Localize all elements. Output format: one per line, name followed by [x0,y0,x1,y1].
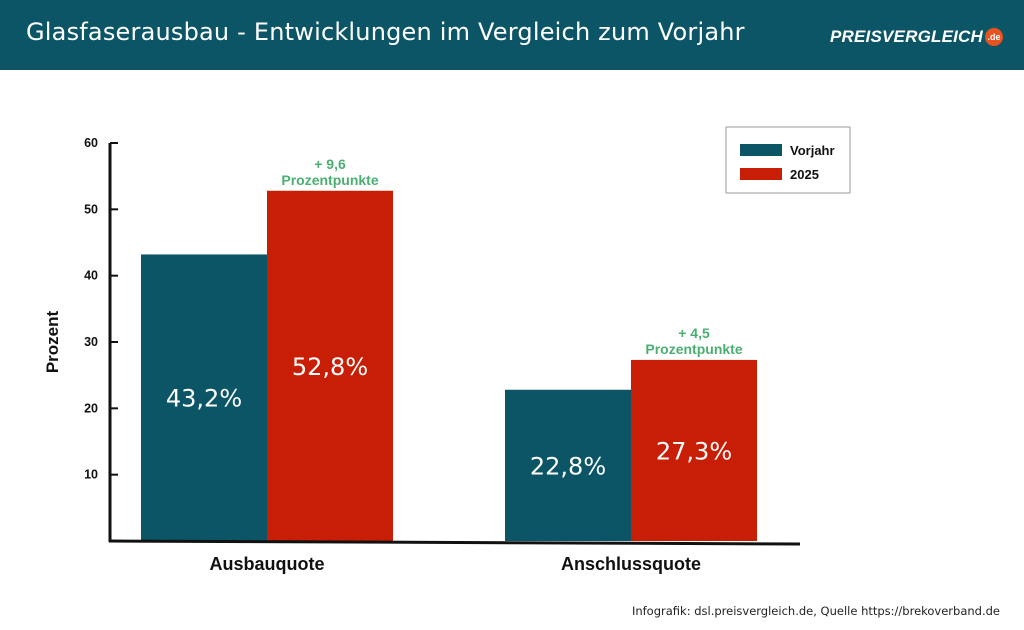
header-bar: Glasfaserausbau - Entwicklungen im Vergl… [0,0,1024,70]
change-annotation: + 4,5 [678,325,710,341]
legend-swatch [740,144,782,156]
source-footer: Infografik: dsl.preisvergleich.de, Quell… [631,604,1000,618]
bar-vorjahr-anschlussquote [505,389,631,541]
bar-2025-ausbauquote [267,190,393,541]
bar-value-label: 43,2% [166,385,242,413]
y-tick-label: 30 [84,335,98,349]
bar-value-label: 27,3% [656,437,732,465]
y-tick-label: 50 [84,202,98,216]
brand-logo[interactable]: PREISVERGLEICH .de [830,25,1003,49]
y-tick-label: 60 [84,136,98,150]
y-tick-label: 20 [84,401,98,415]
legend-box [725,126,851,194]
logo-wordmark: PREISVERGLEICH [830,27,983,46]
x-category-label: Ausbauquote [210,554,325,574]
change-annotation: Prozentpunkte [645,341,742,357]
legend-swatch [740,168,782,180]
change-annotation: Prozentpunkte [281,172,378,188]
y-tick-label: 40 [84,269,98,283]
legend-label: 2025 [790,167,819,182]
bar-2025-anschlussquote [631,359,757,541]
page-title: Glasfaserausbau - Entwicklungen im Vergl… [26,18,745,46]
logo-badge: .de [985,28,1003,46]
bar-value-label: 52,8% [292,353,368,381]
x-category-label: Anschlussquote [561,554,701,574]
x-axis-line [108,539,801,546]
legend-label: Vorjahr [790,143,835,158]
y-tick-label: 10 [84,468,98,482]
bar-value-label: 22,8% [530,452,606,480]
change-annotation: + 9,6 [314,156,346,172]
y-axis-title: Prozent [43,310,62,373]
bar-vorjahr-ausbauquote [141,254,267,541]
